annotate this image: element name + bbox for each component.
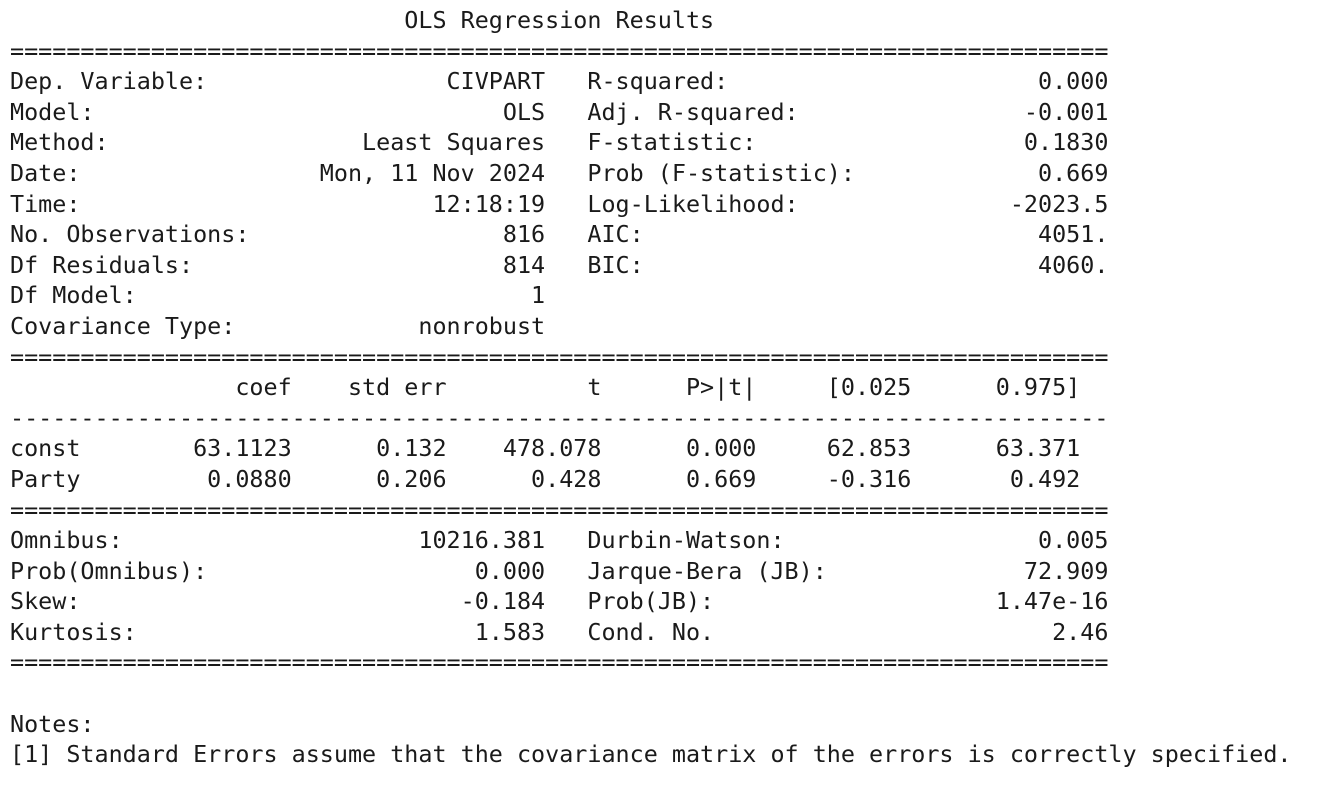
blank-line xyxy=(10,678,1292,709)
model-info-row: Df Model: 1 xyxy=(10,281,546,310)
model-info-row: Model: OLS Adj. R-squared: -0.001 xyxy=(10,97,1109,126)
diagnostics-row: Prob(Omnibus): 0.000 Jarque-Bera (JB): 7… xyxy=(10,556,1109,585)
double-rule: ========================================… xyxy=(10,36,1109,65)
note-item: [1] Standard Errors assume that the cova… xyxy=(10,740,1292,769)
coef-table-header: coef std err t P>|t| [0.025 0.975] xyxy=(10,373,1081,402)
model-info-row: No. Observations: 816 AIC: 4051. xyxy=(10,220,1109,249)
single-rule: ----------------------------------------… xyxy=(10,403,1109,432)
report-title: OLS Regression Results xyxy=(10,6,715,34)
diagnostics-row: Kurtosis: 1.583 Cond. No. 2.46 xyxy=(10,617,1109,646)
notes-heading: Notes: xyxy=(10,709,95,738)
diagnostics-row: Skew: -0.184 Prob(JB): 1.47e-16 xyxy=(10,587,1109,616)
double-rule: ========================================… xyxy=(10,342,1109,371)
coef-table-row: Party 0.0880 0.206 0.428 0.669 -0.316 0.… xyxy=(10,464,1081,493)
model-info-row: Method: Least Squares F-statistic: 0.183… xyxy=(10,128,1109,157)
double-rule: ========================================… xyxy=(10,648,1109,677)
model-info-row: Dep. Variable: CIVPART R-squared: 0.000 xyxy=(10,67,1109,96)
regression-summary-output: OLS Regression Results ==================… xyxy=(10,5,1292,770)
coef-table-row: const 63.1123 0.132 478.078 0.000 62.853… xyxy=(10,434,1081,463)
double-rule: ========================================… xyxy=(10,495,1109,524)
model-info-row: Time: 12:18:19 Log-Likelihood: -2023.5 xyxy=(10,189,1109,218)
model-info-row: Df Residuals: 814 BIC: 4060. xyxy=(10,250,1109,279)
model-info-row: Covariance Type: nonrobust xyxy=(10,311,546,340)
diagnostics-row: Omnibus: 10216.381 Durbin-Watson: 0.005 xyxy=(10,526,1109,555)
model-info-row: Date: Mon, 11 Nov 2024 Prob (F-statistic… xyxy=(10,158,1109,187)
